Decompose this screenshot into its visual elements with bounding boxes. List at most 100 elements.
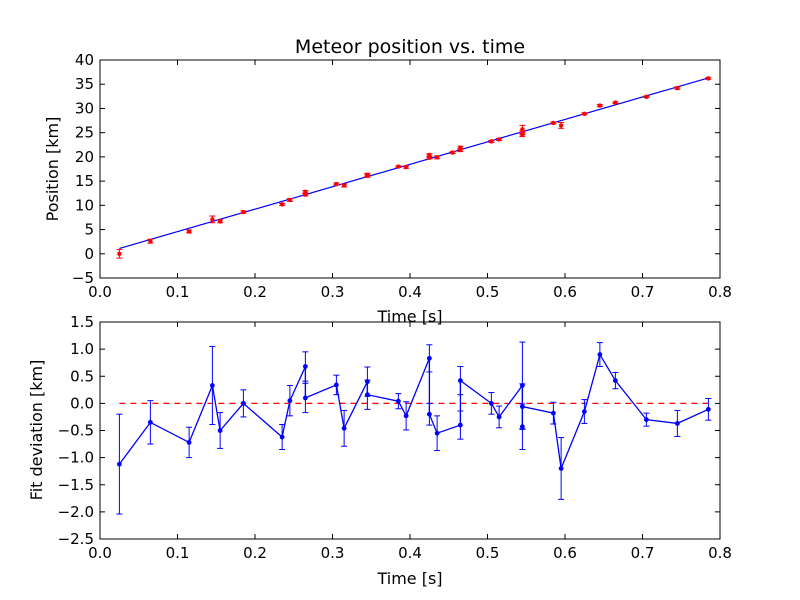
x-axis-label: Time [s]: [376, 569, 442, 588]
y-axis-label: Position [km]: [43, 117, 62, 222]
y-tick-label: 35: [75, 75, 94, 93]
x-tick-label: 0.4: [398, 544, 422, 562]
x-tick-label: 0.5: [476, 283, 500, 301]
x-tick-label: 0.1: [166, 283, 190, 301]
y-tick-label: −2.5: [58, 530, 94, 548]
data-point: [426, 411, 432, 417]
data-point: [116, 461, 122, 467]
data-point: [341, 425, 347, 431]
data-point: [403, 413, 409, 419]
data-point: [403, 164, 409, 170]
position-plot-area: 0.0 0.1 0.2 0.3 0.4 0.5 0.6 0.7 0.8 −5 0 5 10 15 20 25 3…: [72, 51, 732, 301]
chart-title: Meteor position vs. time: [295, 36, 525, 58]
y-tick-label: −5: [72, 269, 94, 287]
x-axis-label: Time [s]: [376, 307, 442, 326]
deviation-plot-area: 0.0 0.1 0.2 0.3 0.4 0.5 0.6 0.7 0.8 −2.5 −2.0 −1.5 −…: [58, 313, 732, 562]
data-point: [597, 103, 603, 108]
y-tick-label: 25: [75, 124, 94, 142]
data-point: [558, 466, 564, 471]
data-point: [333, 382, 339, 388]
y-tick-label: 0.5: [70, 367, 94, 385]
data-point: [706, 76, 711, 81]
data-point: [302, 395, 308, 401]
data-point: [302, 364, 308, 369]
data-point: [427, 155, 432, 161]
x-tick-label: 0.6: [553, 544, 577, 562]
data-point: [186, 440, 192, 445]
data-point: [303, 189, 308, 194]
x-tick-label: 0.8: [708, 544, 732, 562]
y-tick-label: 30: [75, 99, 94, 117]
data-point: [209, 383, 215, 388]
data-point: [496, 414, 502, 420]
y-tick-label: 10: [75, 196, 94, 214]
position-chart: Meteor position vs. time Time [s] Positi…: [43, 36, 732, 326]
data-point: [147, 419, 153, 425]
data-point: [674, 421, 680, 426]
y-tick-label: −1.5: [58, 476, 94, 494]
data-point: [558, 123, 564, 128]
data-point: [457, 378, 463, 383]
y-tick-label: 20: [75, 148, 94, 166]
data-point: [675, 85, 680, 91]
data-point: [519, 404, 525, 410]
data-point: [597, 352, 603, 357]
data-point: [581, 409, 587, 414]
y-tick-label: −2.0: [58, 503, 94, 521]
data-point: [148, 238, 153, 244]
data-point: [210, 217, 215, 222]
y-tick-label: 0: [84, 245, 94, 263]
x-tick-label: 0.4: [398, 283, 422, 301]
data-point: [519, 424, 525, 430]
data-point: [279, 202, 285, 207]
deviation-chart: Time [s] Fit deviation [km] 0.0 0.1 0.2 0.3…: [27, 313, 732, 588]
data-point: [287, 197, 293, 203]
data-point: [217, 219, 223, 224]
data-point: [241, 209, 246, 215]
data-point: [496, 137, 502, 142]
data-point: [582, 111, 587, 116]
data-point: [488, 400, 494, 406]
x-tick-label: 0.8: [708, 283, 732, 301]
data-point: [519, 383, 525, 388]
data-point: [287, 398, 293, 404]
data-point: [341, 183, 347, 188]
y-tick-label: 1.5: [70, 313, 94, 331]
x-tick-label: 0.7: [631, 544, 655, 562]
y-tick-label: 15: [75, 172, 94, 190]
y-axis-label: Fit deviation [km]: [27, 360, 46, 501]
series-line: [118, 352, 709, 471]
data-point: [644, 94, 649, 100]
data-point: [395, 398, 401, 404]
data-point: [434, 155, 440, 160]
data-point: [334, 181, 339, 187]
data-point: [489, 139, 494, 144]
data-point: [551, 120, 556, 126]
data-point: [365, 172, 370, 178]
data-point: [217, 428, 223, 433]
data-point: [450, 150, 455, 155]
x-tick-label: 0.6: [553, 283, 577, 301]
x-tick-label: 0.0: [88, 544, 112, 562]
x-tick-label: 0.0: [88, 283, 112, 301]
data-point: [396, 164, 401, 169]
data-point: [364, 392, 370, 398]
x-tick-label: 0.2: [243, 544, 267, 562]
y-tick-label: 5: [84, 221, 94, 239]
data-point: [612, 378, 618, 383]
data-point: [613, 100, 618, 105]
data-point: [426, 355, 432, 361]
y-tick-label: 0.0: [70, 394, 94, 412]
data-point: [117, 251, 122, 256]
x-tick-label: 0.2: [243, 283, 267, 301]
y-tick-label: −0.5: [58, 422, 94, 440]
data-point: [457, 422, 463, 428]
x-tick-label: 0.3: [321, 544, 345, 562]
data-point: [186, 229, 192, 234]
x-tick-label: 0.5: [476, 544, 500, 562]
x-tick-label: 0.1: [166, 544, 190, 562]
data-point: [550, 410, 556, 416]
y-tick-label: 40: [75, 51, 94, 69]
data-point: [364, 379, 370, 385]
